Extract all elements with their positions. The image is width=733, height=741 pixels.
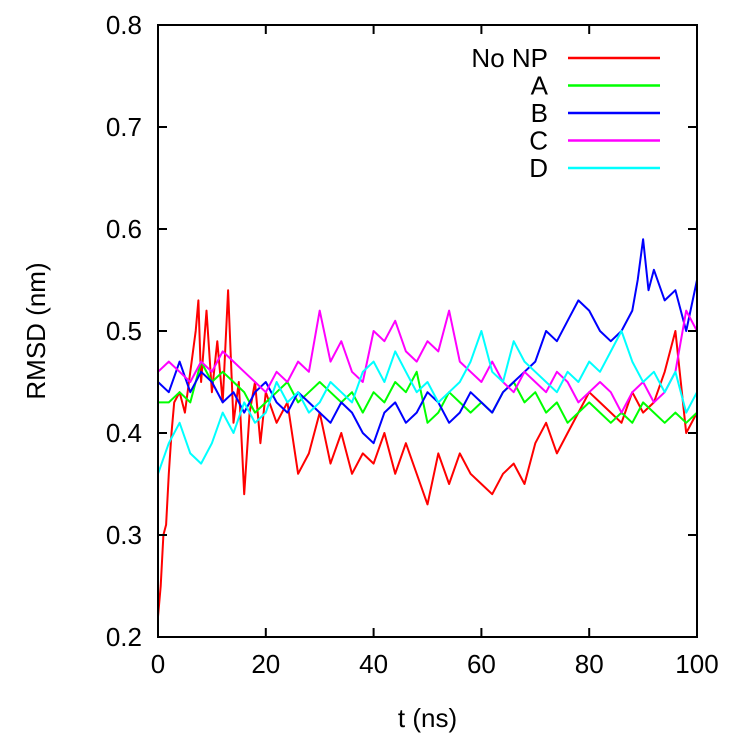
x-tick-label: 20 xyxy=(251,649,280,679)
plot-frame xyxy=(157,24,698,638)
series-line-4 xyxy=(157,309,698,414)
y-axis-title: RMSD (nm) xyxy=(21,262,51,399)
legend-label: B xyxy=(531,98,548,128)
legend-label: C xyxy=(529,126,548,156)
y-tick-label: 0.7 xyxy=(106,112,142,142)
legend-label: No NP xyxy=(471,43,548,73)
legend-label: A xyxy=(531,71,549,101)
x-axis-title: t (ns) xyxy=(398,703,457,733)
y-tick-label: 0.2 xyxy=(106,622,142,652)
series-line-1 xyxy=(157,289,698,617)
series-line-2 xyxy=(158,360,698,424)
x-tick-label: 0 xyxy=(151,649,165,679)
series-line-5 xyxy=(157,330,698,475)
series-lines xyxy=(157,238,698,617)
axis-ticks xyxy=(157,24,698,638)
y-tick-label: 0.6 xyxy=(106,214,142,244)
x-tick-label: 100 xyxy=(675,649,718,679)
x-tick-label: 60 xyxy=(467,649,496,679)
y-tick-label: 0.3 xyxy=(106,520,142,550)
x-tick-label: 40 xyxy=(359,649,388,679)
legend-label: D xyxy=(529,153,548,183)
tick-labels: 0 20 40 60 80 100 0.2 0.3 0.4 0.5 0.6 0.7 0.8 xyxy=(106,10,719,679)
y-tick-label: 0.8 xyxy=(106,10,142,40)
y-tick-label: 0.5 xyxy=(106,316,142,346)
y-tick-label: 0.4 xyxy=(106,418,142,448)
x-tick-label: 80 xyxy=(575,649,604,679)
